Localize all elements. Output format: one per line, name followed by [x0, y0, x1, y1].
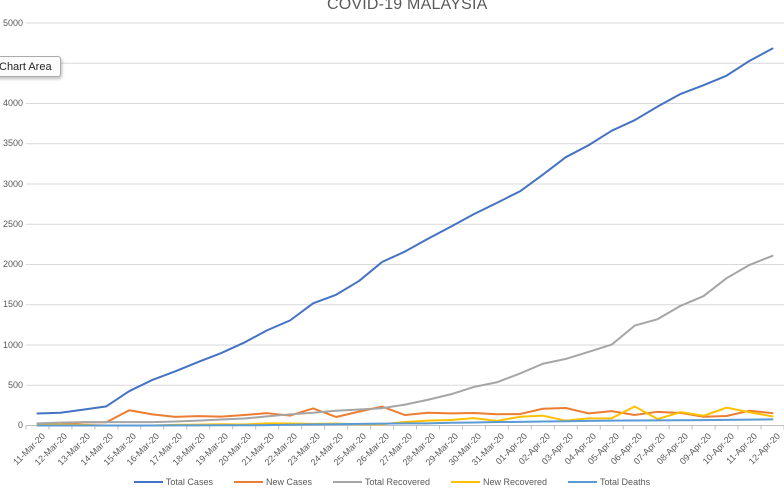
- legend-item-total-cases[interactable]: Total Cases: [133, 476, 213, 488]
- legend-label: New Recovered: [483, 476, 548, 487]
- chart-area-tooltip: Chart Area: [0, 56, 61, 77]
- series-line-total-cases[interactable]: [36, 47, 774, 415]
- series-line-total-recovered[interactable]: [36, 254, 774, 425]
- y-axis-label: 5000: [2, 17, 23, 28]
- chart-area-tooltip-label: Chart Area: [0, 60, 52, 73]
- legend-line-swatch: [451, 480, 481, 483]
- legend-line-swatch: [332, 480, 362, 483]
- legend-item-total-recovered[interactable]: Total Recovered: [332, 476, 431, 488]
- legend-item-total-deaths[interactable]: Total Deaths: [568, 476, 650, 488]
- legend-item-new-cases[interactable]: New Cases: [233, 476, 312, 488]
- y-axis-label: 0: [17, 420, 23, 430]
- legend-label: Total Deaths: [600, 476, 651, 487]
- y-axis-label: 500: [7, 379, 23, 390]
- chart-title: COVID-19 MALAYSIA: [327, 0, 488, 13]
- y-axis-label: 2000: [2, 259, 23, 269]
- y-axis-label: 4000: [2, 98, 23, 108]
- legend-label: New Cases: [265, 476, 312, 487]
- legend: Total Cases New Cases Total Recovered New R…: [0, 475, 784, 488]
- legend-line-swatch: [133, 480, 163, 483]
- legend-item-new-recovered[interactable]: New Recovered: [451, 476, 547, 488]
- y-axis-label: 3000: [2, 178, 23, 189]
- legend-line-swatch: [233, 480, 263, 483]
- y-axis-label: 1000: [2, 339, 23, 350]
- legend-line-swatch: [568, 480, 598, 483]
- y-axis-label: 2500: [2, 218, 23, 229]
- legend-label: Total Recovered: [364, 476, 431, 487]
- series-line-new-cases[interactable]: [36, 405, 774, 426]
- legend-label: Total Cases: [165, 476, 213, 487]
- y-axis-label: 3500: [2, 138, 23, 149]
- y-axis-label: 1500: [2, 299, 23, 310]
- series-line-total-deaths[interactable]: [36, 418, 774, 427]
